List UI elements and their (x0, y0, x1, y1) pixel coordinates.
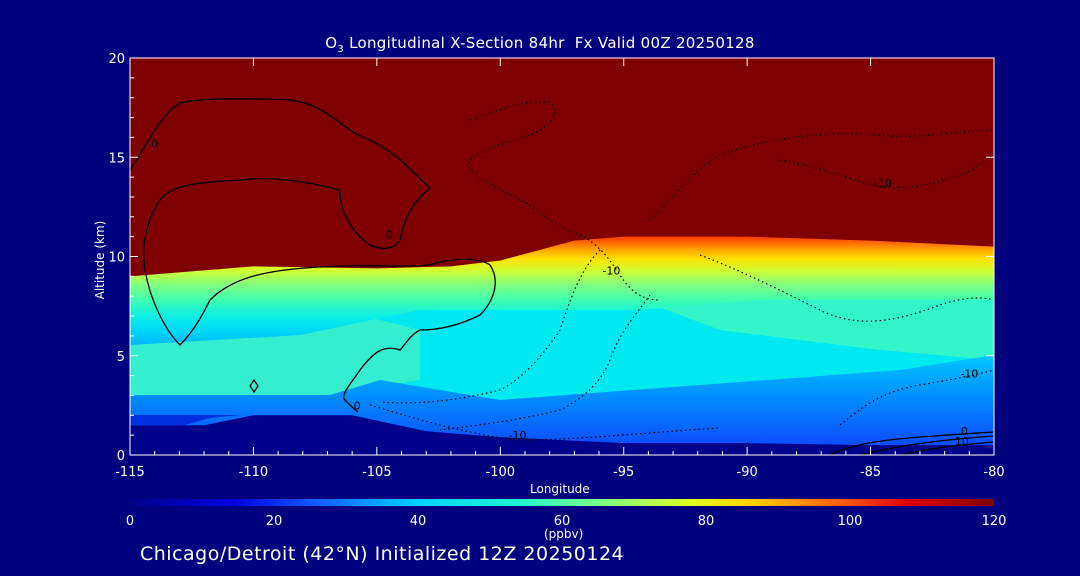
contour-label: -10 (960, 368, 978, 381)
title-subscript: 3 (337, 44, 345, 55)
surface-strip (130, 415, 240, 425)
colorbar-tick-label: 80 (698, 514, 715, 529)
initialization-footer: Chicago/Detroit (42°N) Initialized 12Z 2… (140, 543, 625, 565)
colorbar (130, 499, 994, 506)
contour-label: 0 (386, 229, 393, 242)
contour-label: -10 (602, 264, 620, 277)
y-tick-label: 10 (108, 251, 125, 266)
neg10-contour-lower (379, 249, 601, 404)
boundary-layer-fill (130, 415, 994, 455)
x-tick-label: -95 (613, 465, 634, 480)
contour-lines (130, 98, 994, 455)
y-axis-label: Altitude (km) (93, 220, 107, 300)
x-tick-label: -115 (115, 465, 145, 480)
x-tick-label: -80 (983, 465, 1004, 480)
title-rest: Longitudinal X-Section 84hr Fx Valid 00Z… (344, 34, 755, 52)
contour-label: -10 (874, 177, 892, 190)
stratosphere-fill (130, 58, 994, 277)
x-tick-label: -105 (362, 465, 392, 480)
x-axis-label: Longitude (530, 482, 590, 496)
title-prefix: O (325, 34, 338, 52)
x-tick-label: -85 (860, 465, 881, 480)
zero-contour-upper (130, 98, 432, 346)
contour-label: 0 (354, 399, 361, 412)
neg10-contour-right-inner (779, 154, 994, 189)
colorbar-tick-label: 60 (554, 514, 571, 529)
dotted-contours (369, 101, 994, 441)
colorbar-tick-label: 120 (982, 514, 1007, 529)
y-tick-label: 20 (108, 52, 125, 67)
near-surface-contour (829, 431, 994, 455)
contour-label: 10 (955, 435, 969, 448)
colorbar-tick-label: 40 (410, 514, 427, 529)
zero-contour-inner (209, 258, 496, 413)
colorbar-tick-label: 0 (126, 514, 134, 529)
neg10-contour-center (439, 294, 651, 431)
heatmap-field: 000-10-10-10-10 010 (130, 58, 994, 455)
neg10-contour-surface (369, 404, 721, 441)
y-tick-label: 0 (117, 449, 125, 464)
neg10-contour-right (649, 129, 994, 221)
colorbar-ticks: 0 20 40 60 80 100 120 (126, 514, 1007, 529)
neg10-contour-upper (467, 101, 661, 301)
y-tick-label: 5 (117, 350, 125, 365)
y-tick-label: 15 (108, 151, 125, 166)
contour-label: 0 (961, 425, 968, 438)
near-surface-contour-3 (899, 441, 994, 455)
x-tick-label: -100 (486, 465, 516, 480)
near-surface-contour-2 (859, 435, 994, 455)
contour-labels: 000-10-10-10-10 010 (151, 137, 978, 448)
small-loop-contour (249, 378, 259, 394)
colorbar-tick-label: 100 (838, 514, 863, 529)
neg10-contour-low-right (839, 369, 994, 426)
contour-label: -10 (509, 429, 527, 442)
colorbar-tick-label: 20 (266, 514, 283, 529)
colorbar-units: (ppbv) (544, 527, 584, 541)
page-title: O3 Longitudinal X-Section 84hr Fx Valid … (0, 34, 1080, 55)
x-tick-label: -90 (737, 465, 758, 480)
x-tick-label: -110 (239, 465, 269, 480)
contour-label: 0 (151, 137, 158, 150)
